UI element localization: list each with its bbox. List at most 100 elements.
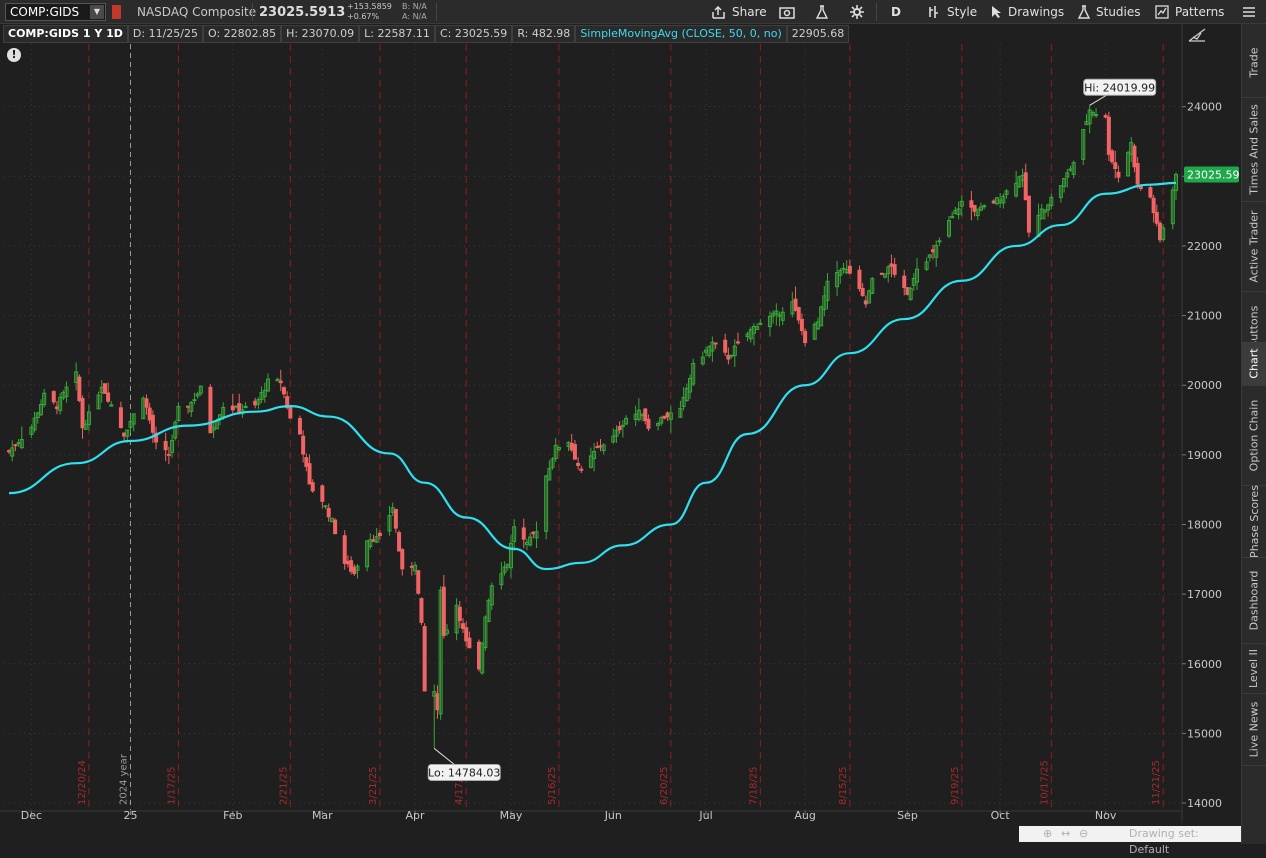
share-button[interactable]: Share [712,0,767,24]
divider [876,3,877,21]
candle-body [150,414,155,433]
candle-body [467,637,472,649]
candle-body [51,391,56,403]
candle-body [499,573,504,586]
aggregation-period-button[interactable]: D [891,0,901,24]
tab-trade[interactable]: Trade [1242,28,1266,98]
flask-icon [1077,5,1091,19]
candle-body [1042,209,1047,213]
net-change: +153.5859 [347,2,392,11]
candle-body [774,310,779,315]
hi-label-box [1083,78,1157,96]
candle-body [956,208,961,216]
candle-body [656,423,661,426]
link-flag-icon[interactable] [112,5,121,19]
lab-button[interactable] [815,0,829,24]
menu-button[interactable] [1242,0,1256,24]
candle-body [678,407,683,418]
bottom-bar [0,823,1241,844]
candle-body [972,205,977,212]
time-axis: Dec 25 Feb Mar Apr May Jun Jul Aug Sep Oct Nov [0,809,1182,822]
zoom-out-icon[interactable]: ⊖ [1079,827,1089,840]
candle-body [796,307,801,321]
candle-body [176,406,181,422]
candle-body [349,560,354,572]
candle-body [365,540,370,568]
candle-body [355,565,360,571]
drawings-button[interactable]: Drawings [991,0,1064,24]
candle-body [748,329,753,340]
candle-body [588,455,593,468]
style-button[interactable]: Style [928,0,977,24]
candle-body [870,278,875,294]
candle-body [237,403,242,413]
event-line-label: 7/18/25 [748,766,759,805]
symbol-input[interactable]: COMP:GIDS ▼ [5,3,106,21]
share-icon [712,5,725,19]
candle-body [812,323,817,340]
tab-times-and-sales[interactable]: Times And Sales [1242,98,1266,202]
candle-body [883,273,888,278]
sma-value: 22905.68 [786,25,850,43]
candle-body [435,693,440,711]
candle-body [310,482,315,492]
candle-body [333,519,338,535]
candle-body [771,312,776,317]
candle-body [275,378,280,382]
patterns-button[interactable]: Patterns [1155,0,1224,24]
tab-live-news[interactable]: Live News [1242,694,1266,766]
candle-body [905,287,910,295]
y-tick-label: 15000 [1187,727,1222,740]
sma-study-label[interactable]: SimpleMovingAvg (CLOSE, 50, 0, no) [575,25,787,43]
candle-body [297,418,302,435]
chart-style-icon[interactable] [1187,27,1207,43]
candle-body [304,457,309,467]
candle-body [192,399,197,402]
studies-button[interactable]: Studies [1077,0,1141,24]
candle-body [915,268,920,283]
tab-option-chain[interactable]: Option Chain [1242,386,1266,486]
candle-body [118,407,123,429]
x-tick-label: Dec [21,809,42,822]
candle-body [54,406,59,410]
lo-label-box [427,763,501,781]
candle-body [1058,185,1063,198]
candle-body [700,356,705,365]
pan-icon[interactable]: ↔ [1061,827,1071,840]
candle-body [483,616,488,649]
candle-body [643,408,648,422]
event-line-label: 1/17/25 [166,766,177,805]
drawing-set-bar[interactable]: ⊕ ↔ ⊖ Drawing set: Default [1019,826,1241,856]
y-tick-label: 19000 [1187,449,1222,462]
candle-body [969,200,974,208]
candle-body [572,444,577,460]
price-chart[interactable]: 12/20/24 1/17/25 2/21/25 3/21/25 4/17/25 5/16… [0,24,1241,823]
zoom-in-icon[interactable]: ⊕ [1043,827,1053,840]
snapshot-button[interactable] [779,0,795,24]
candle-body [186,405,191,408]
y-tick-label: 22000 [1187,240,1222,253]
tab-level-ii[interactable]: Level II [1242,644,1266,694]
alert-icon[interactable]: ! [7,48,21,62]
candle-body [841,267,846,270]
tab-phase-scores[interactable]: Phase Scores [1242,485,1266,558]
candle-body [342,535,347,564]
candle-body [931,249,936,253]
event-line-label: 3/21/25 [368,766,379,805]
candle-body [1158,222,1163,241]
x-tick-label: Jun [604,809,622,822]
x-tick-label: 25 [123,809,137,822]
chart-header[interactable]: COMP:GIDS 1 Y 1D [3,25,128,43]
candle-body [64,386,69,397]
chevron-down-icon[interactable]: ▼ [90,5,104,19]
candle-body [691,362,696,385]
tab-chart[interactable]: Chart [1242,342,1266,386]
candle-body [19,438,24,449]
hi-label-text: Hi: 24019.99 [1084,81,1155,94]
tab-dashboard[interactable]: Dashboard [1242,558,1266,644]
candle-body [397,532,402,552]
bid: B: N/A [402,2,427,11]
candle-body [624,417,629,425]
tab-active-trader[interactable]: Active Trader [1242,202,1266,292]
settings-button[interactable] [850,0,864,24]
